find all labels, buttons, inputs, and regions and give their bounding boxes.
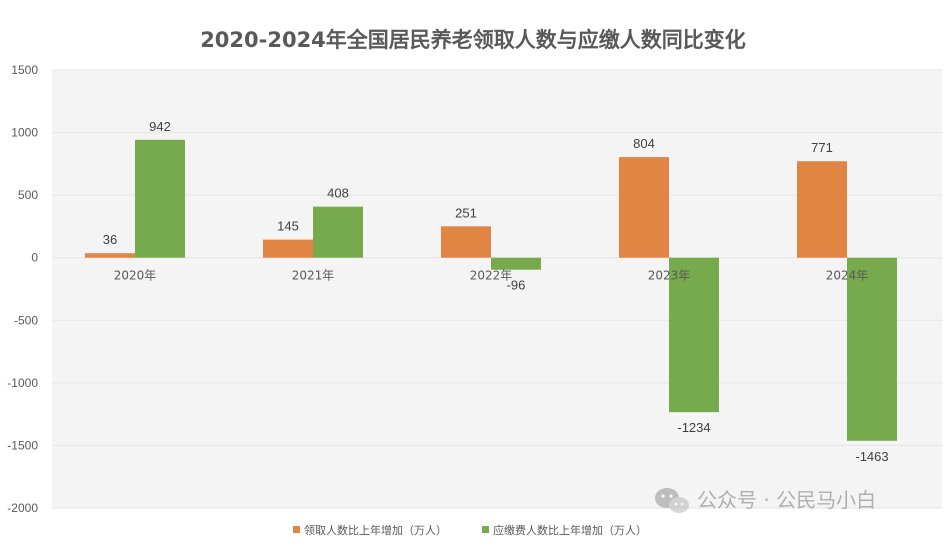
x-axis-categories: 2020年 2021年 2022年 2023年 2024年 bbox=[114, 269, 869, 283]
data-label-series-2-2020年: 942 bbox=[149, 119, 171, 134]
y-tick-label: -1500 bbox=[7, 438, 38, 452]
bar-series-1-2024年 bbox=[797, 161, 847, 258]
category-label-2020年: 2020年 bbox=[114, 269, 157, 283]
data-label-series-2-2024年: -1463 bbox=[855, 449, 888, 464]
bar-series-1-2020年 bbox=[85, 253, 135, 258]
data-label-series-1-2020年: 36 bbox=[103, 232, 117, 247]
y-tick-label: 500 bbox=[18, 188, 38, 202]
legend-swatch-series-1 bbox=[293, 526, 300, 533]
bar-series-2-2024年 bbox=[847, 257, 897, 441]
category-label-2021年: 2021年 bbox=[292, 269, 335, 283]
plot-area-background bbox=[52, 70, 942, 508]
category-label-2023年: 2023年 bbox=[648, 269, 691, 283]
legend-label-series-2: 应缴费人数比上年增加（万人） bbox=[493, 523, 647, 537]
legend: 领取人数比上年增加（万人） 应缴费人数比上年增加（万人） bbox=[293, 523, 647, 537]
bar-series-1-2022年 bbox=[441, 226, 491, 258]
bars bbox=[85, 139, 897, 441]
y-tick-label: 0 bbox=[31, 251, 38, 265]
data-labels: 36 942 145 408 251 -96 804 -1234 771 -1463 bbox=[103, 119, 889, 464]
y-tick-label: 1000 bbox=[11, 126, 38, 140]
data-label-series-1-2024年: 771 bbox=[811, 140, 833, 155]
data-label-series-2-2023年: -1234 bbox=[677, 420, 710, 435]
watermark-text: 公众号 · 公民马小白 bbox=[697, 488, 876, 512]
y-tick-label: -2000 bbox=[7, 501, 38, 515]
y-tick-label: -500 bbox=[14, 313, 38, 327]
bar-series-1-2021年 bbox=[263, 239, 313, 258]
bar-series-2-2020年 bbox=[135, 139, 185, 258]
legend-label-series-1: 领取人数比上年增加（万人） bbox=[304, 523, 447, 537]
wechat-icon bbox=[655, 488, 689, 513]
data-label-series-1-2021年: 145 bbox=[277, 219, 299, 234]
bar-series-2-2022年 bbox=[491, 257, 541, 270]
data-label-series-1-2022年: 251 bbox=[455, 205, 477, 220]
chart-title: 2020-2024年全国居民养老领取人数与应缴人数同比变化 bbox=[200, 28, 746, 52]
data-label-series-2-2022年: -96 bbox=[507, 278, 526, 293]
y-tick-label: 1500 bbox=[11, 63, 38, 77]
y-tick-label: -1000 bbox=[7, 376, 38, 390]
legend-swatch-series-2 bbox=[482, 526, 489, 533]
category-label-2022年: 2022年 bbox=[470, 269, 513, 283]
data-label-series-1-2023年: 804 bbox=[633, 136, 655, 151]
bar-series-1-2023年 bbox=[619, 157, 669, 258]
bar-series-2-2023年 bbox=[669, 257, 719, 413]
category-label-2024年: 2024年 bbox=[826, 269, 869, 283]
data-label-series-2-2021年: 408 bbox=[327, 186, 349, 201]
gridlines bbox=[52, 69, 942, 509]
bar-series-2-2021年 bbox=[313, 206, 363, 258]
y-axis-ticks: 1500 1000 500 0 -500 -1000 -1500 -2000 bbox=[7, 63, 38, 515]
watermark: 公众号 · 公民马小白 bbox=[655, 488, 876, 513]
